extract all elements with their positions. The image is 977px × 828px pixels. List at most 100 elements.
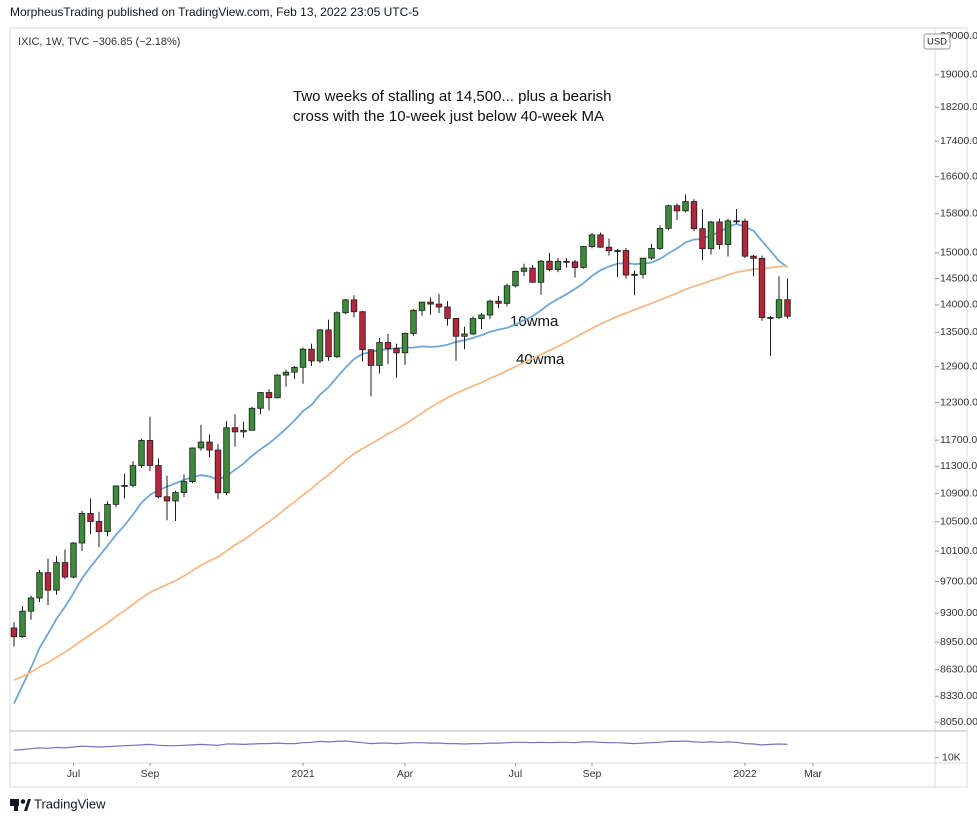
x-tick-label: 2021 xyxy=(291,768,315,780)
candle-body xyxy=(554,260,562,270)
candle-body xyxy=(410,309,417,334)
candle-body xyxy=(682,201,689,212)
x-tick-label: 2022 xyxy=(733,768,757,780)
y-tick-label: 8630.00 xyxy=(940,663,977,675)
candle-body xyxy=(155,465,162,498)
candle-body xyxy=(775,299,783,318)
candle-body xyxy=(240,429,247,433)
candle-body xyxy=(206,441,213,451)
candle-body xyxy=(129,465,137,486)
footer-logo xyxy=(10,799,31,811)
chart-title: MorpheusTrading published on TradingView… xyxy=(10,5,419,19)
candle-body xyxy=(427,301,434,305)
candle-body xyxy=(648,248,655,259)
candle-body xyxy=(282,371,290,376)
candle-body xyxy=(112,485,120,505)
annotation: Two weeks of stalling at 14,500... plus … xyxy=(293,88,612,105)
y-tick-label: 8950.00 xyxy=(940,636,977,648)
y-tick-label: 15800.00 xyxy=(940,208,977,220)
candle-body xyxy=(265,392,273,399)
candle-body xyxy=(27,597,35,612)
candle-body xyxy=(733,220,740,223)
logo-part xyxy=(24,799,31,811)
candle-body xyxy=(622,250,630,276)
y-tick-label: 10900.00 xyxy=(940,487,977,499)
candle-body xyxy=(393,348,400,354)
candle-body xyxy=(461,333,468,337)
y-tick-label: 19000.00 xyxy=(940,69,977,81)
candle-body xyxy=(512,270,519,287)
currency-badge xyxy=(923,33,951,50)
ma-label: 10wma xyxy=(510,313,559,330)
footer-brand: TradingView xyxy=(34,796,106,811)
candle-body xyxy=(325,329,332,358)
candle-body xyxy=(495,300,502,304)
candle-body xyxy=(78,512,86,544)
candle-body xyxy=(163,496,171,502)
candle-body xyxy=(180,481,188,494)
candle-body xyxy=(87,512,94,522)
symbol-info: IXIC, 1W, TVC −306.85 (−2.18%) xyxy=(18,36,180,48)
candle-body xyxy=(291,366,298,373)
y-tick-label: 12900.00 xyxy=(940,360,977,372)
candle-body xyxy=(197,441,205,449)
candle-body xyxy=(529,267,536,283)
candle-body xyxy=(223,427,230,494)
candle-body xyxy=(418,301,426,311)
candle-body xyxy=(716,221,723,245)
price-axis: 8050.00 8330.00 8630.00 8950.00 9300.00 9700.… xyxy=(67,30,977,780)
candle-body xyxy=(750,255,757,259)
candle-body xyxy=(384,342,392,349)
y-tick-label: 10500.00 xyxy=(940,516,977,528)
candle-body xyxy=(741,220,749,257)
y-tick-label: 9700.00 xyxy=(940,575,977,587)
candle-body xyxy=(563,260,570,263)
y-tick-label: 9300.00 xyxy=(940,607,977,619)
candle-body xyxy=(665,205,672,229)
candle-body xyxy=(537,260,545,283)
candle-body xyxy=(95,521,103,533)
candle-body xyxy=(248,407,256,431)
y-tick-label: 11700.00 xyxy=(940,434,977,446)
chart-frame xyxy=(9,27,968,788)
candle-body xyxy=(639,257,647,275)
y-tick-label: 8330.00 xyxy=(940,690,977,702)
candle-body xyxy=(546,260,553,270)
candle-body xyxy=(588,234,596,247)
candle-body xyxy=(350,299,358,313)
y-tick-label: 12300.00 xyxy=(940,396,977,408)
candle-body xyxy=(452,318,460,337)
y-tick-label: 14000.00 xyxy=(940,299,977,311)
x-tick-label: Jul xyxy=(509,768,522,780)
y-tick-label: 17400.00 xyxy=(940,135,977,147)
y-tick-label: 15000.00 xyxy=(940,247,977,259)
candle-body xyxy=(767,317,774,319)
candle-body xyxy=(214,449,222,494)
candle-body xyxy=(257,392,264,409)
candle-body xyxy=(376,342,383,366)
candle-body xyxy=(333,312,341,358)
candle-body xyxy=(10,627,18,638)
logo-part xyxy=(14,799,18,811)
x-tick-label: Sep xyxy=(141,768,160,780)
candle-body xyxy=(104,503,111,533)
candle-body xyxy=(580,246,587,268)
candle-body xyxy=(597,234,604,248)
candle-body xyxy=(401,333,409,354)
candle-body xyxy=(784,299,791,317)
candle-body xyxy=(707,221,715,250)
x-tick-label: Jul xyxy=(67,768,80,780)
moving-average xyxy=(13,222,789,704)
candle-body xyxy=(299,348,307,368)
candle-body xyxy=(503,285,511,304)
candle-body xyxy=(274,374,281,399)
candle-body xyxy=(758,257,766,318)
candle-body xyxy=(172,492,179,502)
candle-body xyxy=(231,427,239,433)
candle-body xyxy=(571,261,579,268)
candle-body xyxy=(70,542,77,578)
candle-body xyxy=(444,306,451,319)
candle-body xyxy=(631,273,638,276)
candle-body xyxy=(121,484,128,487)
